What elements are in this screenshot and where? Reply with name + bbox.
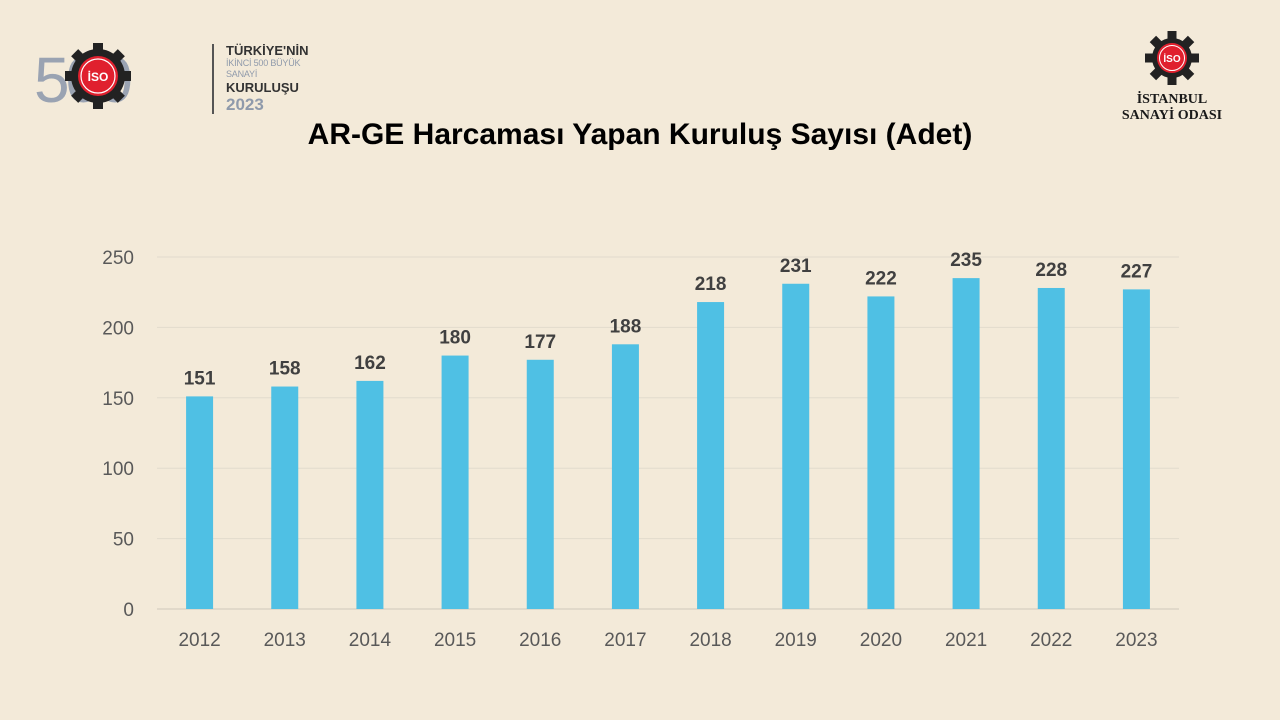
bar (271, 386, 299, 609)
badge-emblem-text: İSO (88, 69, 109, 84)
y-tick-label: 0 (123, 600, 134, 621)
x-tick-label: 2013 (264, 630, 306, 651)
org-name-line-1: İSTANBUL (1136, 92, 1208, 107)
data-label: 228 (1035, 260, 1067, 281)
anniversary-badge: 500 İSO TÜRKİYE'NİN İKİNCİ 500 BÜYÜK SAN… (34, 40, 309, 114)
x-tick-label: 2022 (1030, 630, 1072, 651)
x-tick-label: 2012 (178, 630, 220, 651)
bar (356, 380, 384, 609)
500-emblem-icon: 500 İSO (34, 43, 135, 110)
data-label: 158 (269, 359, 301, 380)
bar (952, 278, 980, 609)
data-label: 177 (524, 332, 556, 353)
bar (867, 296, 895, 609)
x-tick-label: 2018 (689, 630, 731, 651)
org-logo: İSO İSTANBUL SANAYİ ODASI (1112, 30, 1232, 124)
data-label: 222 (865, 268, 897, 289)
x-tick-label: 2014 (349, 630, 392, 651)
bar (1122, 289, 1150, 609)
org-name-line-2: SANAYİ ODASI (1121, 108, 1223, 123)
bar (782, 283, 810, 609)
chart-title: AR-GE Harcaması Yapan Kuruluş Sayısı (Ad… (307, 118, 973, 151)
data-label: 188 (610, 316, 642, 337)
x-tick-label: 2015 (434, 630, 476, 651)
data-label: 227 (1121, 261, 1153, 282)
y-tick-label: 100 (102, 459, 134, 480)
badge-line-1: TÜRKİYE'NİN (226, 43, 309, 58)
y-tick-label: 250 (102, 248, 134, 269)
bar (186, 396, 214, 609)
x-tick-label: 2023 (1115, 630, 1157, 651)
bar (1037, 287, 1065, 609)
x-tick-label: 2016 (519, 630, 561, 651)
y-tick-label: 50 (113, 530, 134, 551)
badge-line-2: İKİNCİ 500 BÜYÜK SANAYİ (226, 58, 301, 79)
bar (697, 302, 725, 609)
badge-line-4: 2023 (226, 95, 264, 114)
x-tick-label: 2017 (604, 630, 646, 651)
x-tick-label: 2020 (860, 630, 902, 651)
data-label: 151 (184, 368, 216, 389)
data-label: 180 (439, 328, 471, 349)
gear-emblem-icon: İSO (1145, 31, 1199, 85)
y-tick-label: 150 (102, 389, 134, 410)
badge-text: TÜRKİYE'NİN İKİNCİ 500 BÜYÜK SANAYİ KURU… (212, 44, 309, 114)
data-label: 231 (780, 256, 812, 277)
bar (526, 359, 554, 609)
data-label: 162 (354, 353, 386, 374)
x-tick-label: 2021 (945, 630, 987, 651)
data-label: 235 (950, 250, 982, 271)
org-emblem-text: İSO (1163, 52, 1180, 65)
badge-line-3: KURULUŞU (226, 80, 299, 95)
bar (441, 355, 469, 609)
bar (611, 344, 639, 609)
y-tick-label: 200 (102, 318, 134, 339)
x-tick-label: 2019 (775, 630, 817, 651)
data-label: 218 (695, 274, 727, 295)
